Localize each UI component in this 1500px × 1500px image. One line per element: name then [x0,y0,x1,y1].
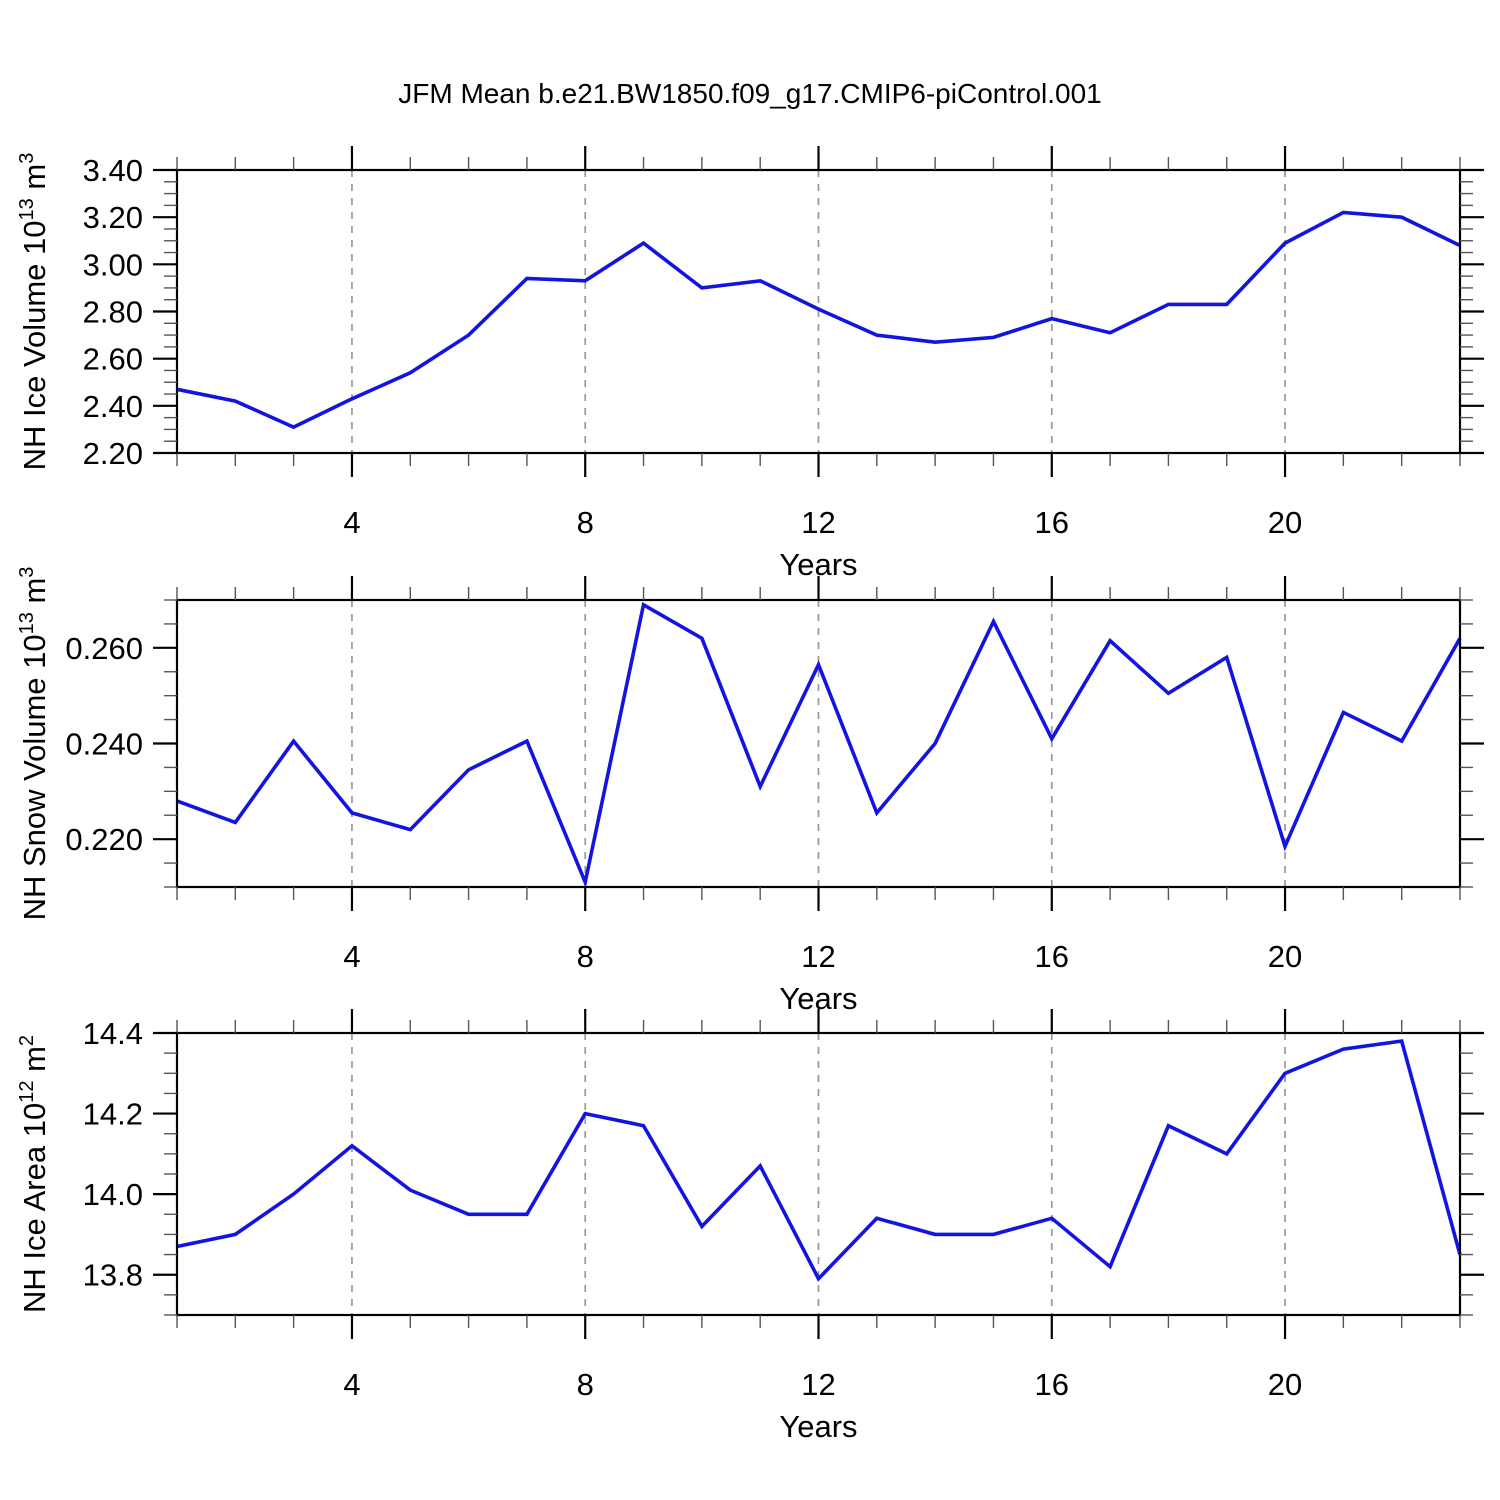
x-tick-label: 20 [1268,939,1302,974]
x-tick-label: 20 [1268,1367,1302,1402]
y-tick-label: 14.4 [83,1016,143,1051]
y-tick-label: 0.220 [65,822,143,857]
series-line-bottom [176,1039,1462,1282]
x-tick-label: 20 [1268,505,1302,540]
x-tick-label: 12 [801,505,835,540]
y-tick-label: 2.40 [83,389,143,424]
x-tick-label: 4 [343,505,360,540]
series-line-top [176,210,1461,430]
y-axis-title: NH Ice Volume 1013 m3 [16,153,52,471]
y-tick-label: 3.20 [83,200,143,235]
x-tick-label: 4 [343,1367,360,1402]
panel-bottom: 13.8 14.0 14.2 14.4 4 8 12 16 20 Years NH Ice Area… [16,1009,1484,1444]
y-tick-label: 2.20 [83,436,143,471]
y-tick-label: 2.60 [83,342,143,377]
panel-gridlines [351,1033,1286,1315]
axis-ticks [153,1009,1484,1339]
y-tick-label: 13.8 [83,1258,143,1293]
y-axis-title: NH Snow Volume 1013 m3 [16,567,52,921]
chart-title: JFM Mean b.e21.BW1850.f09_g17.CMIP6-piCo… [398,78,1102,109]
x-tick-label: 8 [577,1367,594,1402]
panel-gridlines [351,170,1286,453]
y-axis-title: NH Ice Area 1012 m2 [16,1035,52,1313]
panel-gridlines [351,600,1286,887]
x-tick-label: 16 [1035,939,1069,974]
x-tick-label: 16 [1035,1367,1069,1402]
x-tick-label: 8 [577,939,594,974]
axis-ticks [153,576,1484,911]
axis-ticks [153,146,1484,477]
y-tick-label: 3.00 [83,247,143,282]
x-axis-title: Years [779,1409,857,1444]
panel-top: 2.202.402.602.803.003.203.404 8 12 16 20Year… [16,146,1484,582]
x-tick-label: 12 [801,1367,835,1402]
y-tick-label: 3.40 [83,153,143,188]
x-tick-label: 8 [577,505,594,540]
y-tick-label: 0.240 [65,727,143,762]
x-tick-label: 12 [801,939,835,974]
y-tick-label: 14.0 [83,1177,143,1212]
y-tick-label: 0.260 [65,631,143,666]
y-tick-label: 14.2 [83,1097,143,1132]
series-line-middle [176,602,1462,889]
y-tick-label: 2.80 [83,295,143,330]
x-tick-label: 4 [343,939,360,974]
x-tick-label: 16 [1035,505,1069,540]
